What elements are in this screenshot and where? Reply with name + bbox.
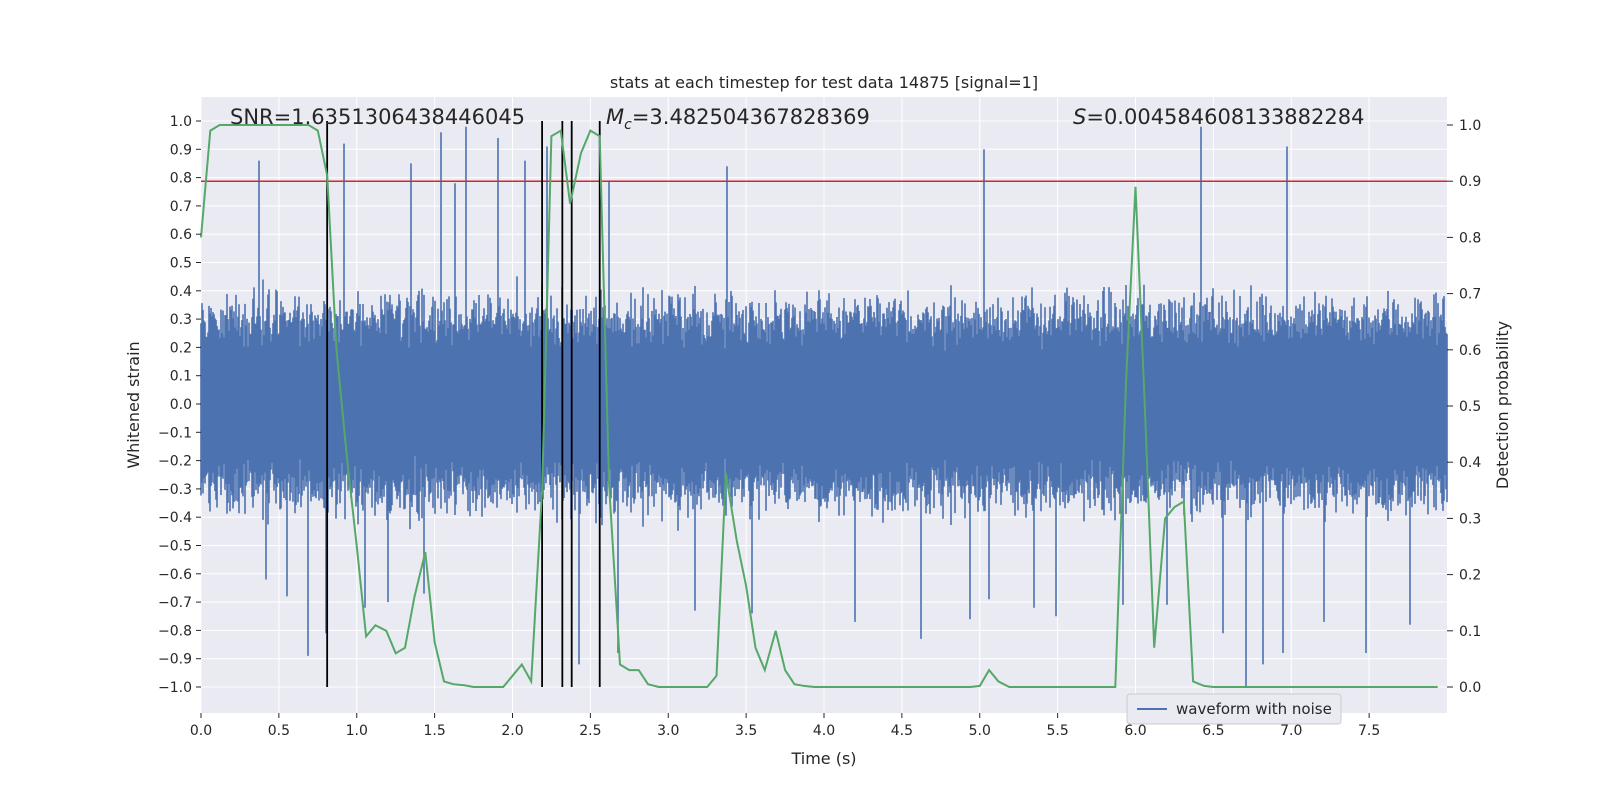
x-tick-label: 4.0 [813, 723, 835, 739]
x-tick-label: 6.5 [1202, 723, 1224, 739]
y-axis-label: Whitened strain [124, 341, 143, 468]
y2-tick-label: 0.2 [1459, 568, 1481, 584]
y-axis-left: 1.0 0.9 0.8 0.7 0.6 0.5 0.4 0.3 0.2 0.1 0.0 −0.1 −0.… [158, 114, 201, 696]
y-tick-label: 0.5 [170, 256, 192, 272]
s-annotation: S=0.004584608133882284 [1073, 105, 1364, 129]
y-axis-right: 1.0 0.9 0.8 0.7 0.6 0.5 0.4 0.3 0.2 0.1 0.0 [1447, 118, 1481, 696]
y2-tick-label: 0.6 [1459, 343, 1481, 359]
detection-probability-series [200, 124, 1438, 688]
x-tick-label: 0.0 [190, 723, 212, 739]
y2-axis-label: Detection probability [1493, 321, 1512, 489]
y-tick-label: 0.6 [170, 227, 192, 243]
y2-tick-label: 0.5 [1459, 399, 1481, 415]
y2-tick-label: 0.3 [1459, 511, 1481, 527]
y2-tick-label: 0.8 [1459, 230, 1481, 246]
y-tick-label: 0.8 [170, 171, 192, 187]
y-tick-label: −0.6 [158, 567, 192, 583]
chart-title: stats at each timestep for test data 148… [610, 73, 1038, 92]
y2-tick-label: 1.0 [1459, 118, 1481, 134]
y-tick-label: −0.3 [158, 482, 192, 498]
y-tick-label: −0.4 [158, 510, 192, 526]
snr-annotation: SNR=1.6351306438446045 [230, 105, 525, 129]
waveform-line [200, 126, 1448, 687]
y-tick-label: 0.2 [170, 340, 192, 356]
y2-tick-label: 0.7 [1459, 287, 1481, 303]
waveform-series [200, 126, 1448, 687]
y-tick-label: −0.8 [158, 623, 192, 639]
x-tick-label: 4.5 [891, 723, 913, 739]
y2-tick-label: 0.4 [1459, 455, 1481, 471]
y2-tick-label: 0.9 [1459, 174, 1481, 190]
event-markers [326, 121, 601, 687]
y-tick-label: −0.1 [158, 425, 192, 441]
x-tick-label: 7.5 [1358, 723, 1380, 739]
y-tick-label: −0.2 [158, 454, 192, 470]
x-axis: 0.0 0.5 1.0 1.5 2.0 2.5 3.0 3.5 4.0 4.5 5.0 5.5 6.0 6… [190, 713, 1380, 739]
y-tick-label: 0.9 [170, 142, 192, 158]
x-tick-label: 2.0 [501, 723, 523, 739]
y-tick-label: −0.5 [158, 539, 192, 555]
x-axis-label: Time (s) [790, 749, 856, 768]
legend: waveform with noise [1126, 693, 1342, 725]
x-tick-label: 3.5 [735, 723, 757, 739]
y-tick-label: 0.4 [170, 284, 192, 300]
x-tick-label: 5.0 [969, 723, 991, 739]
x-tick-label: 3.0 [657, 723, 679, 739]
x-tick-label: 1.5 [423, 723, 445, 739]
y-tick-label: −0.7 [158, 595, 192, 611]
chirp-mass-annotation: Mc=3.482504367828369 [606, 105, 870, 133]
x-tick-label: 1.0 [346, 723, 368, 739]
y-tick-label: 0.1 [170, 369, 192, 385]
y2-tick-label: 0.1 [1459, 624, 1481, 640]
detection-probability-line [200, 124, 1438, 688]
legend-label: waveform with noise [1176, 700, 1332, 718]
x-tick-label: 0.5 [268, 723, 290, 739]
y-tick-label: 0.3 [170, 312, 192, 328]
y-tick-label: −1.0 [158, 680, 192, 696]
y-tick-label: 0.7 [170, 199, 192, 215]
x-tick-label: 7.0 [1280, 723, 1302, 739]
x-tick-label: 6.0 [1124, 723, 1146, 739]
y-tick-label: 0.0 [170, 397, 192, 413]
y-tick-label: −0.9 [158, 652, 192, 668]
y2-tick-label: 0.0 [1459, 680, 1481, 696]
legend-box [1126, 693, 1342, 725]
y-tick-label: 1.0 [170, 114, 192, 130]
x-tick-label: 5.5 [1046, 723, 1068, 739]
x-tick-label: 2.5 [579, 723, 601, 739]
